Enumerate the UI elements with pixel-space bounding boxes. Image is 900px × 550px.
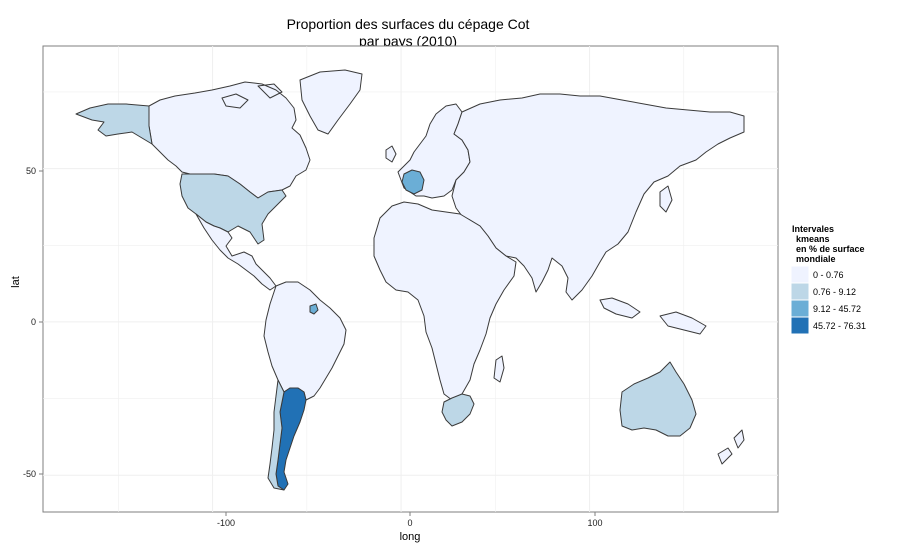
legend-swatch <box>790 265 810 284</box>
region-france <box>401 169 425 195</box>
x-tick-label: 100 <box>587 518 602 528</box>
region-south-africa <box>441 393 475 427</box>
region-alaska <box>75 103 153 145</box>
region-mexico-central-america <box>195 213 277 291</box>
map-title-line-1: Proportion des surfaces du cépage Cot <box>287 16 530 32</box>
y-axis-title: lat <box>10 276 22 288</box>
region-greenland <box>299 69 363 135</box>
y-tick-label: 50 <box>26 166 36 176</box>
x-tick-label: -100 <box>217 518 235 528</box>
legend-label: 45.72 - 76.31 <box>813 321 866 331</box>
legend-title-line: mondiale <box>796 254 836 264</box>
legend: Intervales kmeans en % de surface mondia… <box>790 224 866 335</box>
legend-title-line: kmeans <box>796 234 830 244</box>
legend-swatch <box>790 316 810 335</box>
region-australia <box>619 361 697 437</box>
region-north-america <box>148 81 311 199</box>
map-title-line-2: par pays (2010) <box>359 33 457 49</box>
axes: 50 0 -50 -100 0 100 long lat <box>10 166 603 543</box>
x-axis-title: long <box>400 531 421 543</box>
legend-swatch <box>790 299 810 318</box>
legend-swatch <box>790 282 810 301</box>
y-tick-label: -50 <box>23 469 36 479</box>
country-layer <box>75 69 745 491</box>
region-new-zealand <box>717 429 745 465</box>
region-madagascar <box>493 355 505 383</box>
x-tick-label: 0 <box>407 518 412 528</box>
y-tick-label: 0 <box>31 317 36 327</box>
region-chile <box>267 379 285 491</box>
legend-title-line: Intervales <box>792 224 834 234</box>
legend-title-line: en % de surface <box>796 244 865 254</box>
legend-label: 9.12 - 45.72 <box>813 304 861 314</box>
legend-label: 0 - 0.76 <box>813 270 844 280</box>
region-africa <box>373 201 517 401</box>
legend-label: 0.76 - 9.12 <box>813 287 856 297</box>
region-south-america <box>263 281 347 401</box>
region-french-guiana <box>309 303 319 315</box>
region-asia <box>451 93 745 335</box>
